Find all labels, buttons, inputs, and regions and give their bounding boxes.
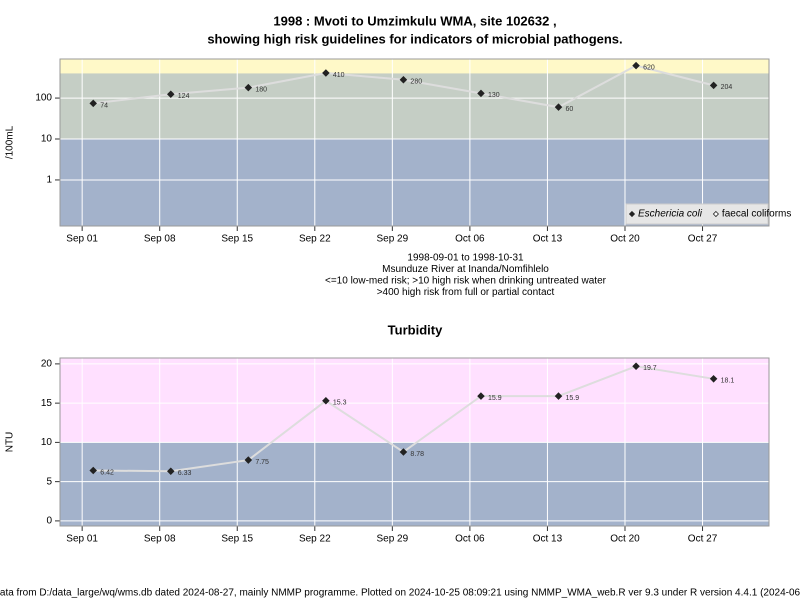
chart-subtitle: showing high risk guidelines for indicat… (207, 31, 622, 46)
x-tick-label: Oct 20 (610, 534, 640, 545)
data-point (89, 466, 98, 475)
x-tick-label: Sep 22 (299, 534, 331, 545)
data-point (399, 448, 408, 456)
data-label: 15.9 (488, 395, 502, 402)
x-tick-label: Oct 13 (533, 234, 563, 245)
data-point (244, 456, 253, 464)
legend-box (625, 203, 769, 225)
x-tick-label: Sep 29 (376, 234, 408, 245)
risk-band (60, 59, 769, 74)
data-point (709, 81, 718, 90)
data-label: 15.3 (333, 400, 347, 407)
x-tick-label: Sep 08 (144, 234, 176, 245)
data-point (709, 375, 718, 383)
data-point (89, 99, 98, 108)
data-point (632, 362, 640, 371)
x-tick-label: Oct 27 (688, 534, 718, 545)
data-point (322, 397, 330, 405)
footer: Data from D:/data_large/wq/wms.db dated … (0, 588, 800, 599)
chart-title: Turbidity (388, 322, 443, 337)
plot-frame (59, 58, 770, 227)
data-label: 8.78 (410, 451, 424, 458)
x-tick-label: Oct 13 (533, 534, 563, 545)
x-tick-label: Sep 15 (221, 534, 253, 545)
data-point (477, 392, 485, 400)
x-tick-label: Sep 01 (66, 534, 98, 545)
chart-note: Msunduze River at Inanda/Nomfihlelo (382, 264, 549, 275)
legend-label: Eschericia coli (638, 209, 703, 220)
legend-label: faecal coliforms (722, 209, 791, 220)
y-axis-label: NTU (5, 432, 16, 453)
x-tick-label: Oct 27 (688, 234, 718, 245)
data-point (322, 69, 330, 77)
y-axis-label: /100mL (5, 125, 16, 159)
y-tick-label: 1 (46, 175, 52, 186)
chart-title: 1998 : Mvoti to Umzimkulu WMA, site 1026… (273, 13, 556, 28)
legend-marker (712, 210, 719, 218)
data-label: 74 (100, 102, 108, 109)
data-point (399, 75, 408, 84)
x-tick-label: Sep 01 (66, 234, 98, 245)
data-point (477, 89, 485, 98)
plot-frame (59, 357, 770, 527)
data-point (167, 90, 175, 99)
data-label: 124 (178, 93, 190, 100)
y-tick-label: 100 (35, 93, 52, 104)
x-tick-label: Sep 08 (144, 534, 176, 545)
x-tick-label: Oct 06 (455, 534, 485, 545)
x-tick-label: Sep 22 (299, 234, 331, 245)
x-tick-label: Sep 15 (221, 234, 253, 245)
data-point (554, 392, 563, 400)
data-label: 19.7 (643, 365, 657, 372)
chart-note: <=10 low-med risk; >10 high risk when dr… (325, 276, 607, 287)
x-tick-label: Oct 20 (610, 234, 640, 245)
risk-band (60, 358, 769, 443)
data-label: 204 (721, 84, 733, 91)
data-point (632, 61, 640, 70)
data-point (554, 103, 563, 111)
chart-note: 1998-09-01 to 1998-10-31 (407, 253, 524, 264)
data-label: 620 (643, 64, 655, 71)
data-label: 180 (255, 86, 267, 93)
data-label: 18.1 (721, 378, 735, 385)
y-tick-label: 15 (41, 398, 53, 409)
y-tick-label: 10 (41, 134, 53, 145)
x-tick-label: Sep 29 (376, 534, 408, 545)
data-label: 130 (488, 92, 500, 99)
data-label: 280 (410, 79, 422, 86)
data-point (167, 467, 175, 475)
data-label: 7.75 (255, 459, 269, 466)
data-label: 15.9 (566, 395, 580, 402)
y-tick-label: 0 (46, 516, 52, 527)
data-label: 6.33 (178, 470, 192, 477)
legend-marker (628, 210, 636, 218)
data-label: 6.42 (100, 469, 114, 476)
y-tick-label: 5 (46, 476, 52, 487)
data-label: 60 (566, 106, 574, 113)
y-tick-label: 10 (41, 437, 53, 448)
y-tick-label: 20 (41, 359, 53, 370)
data-label: 410 (333, 72, 345, 79)
x-tick-label: Oct 06 (455, 234, 485, 245)
chart-note: >400 high risk from full or partial cont… (377, 287, 555, 298)
data-point (244, 83, 253, 92)
